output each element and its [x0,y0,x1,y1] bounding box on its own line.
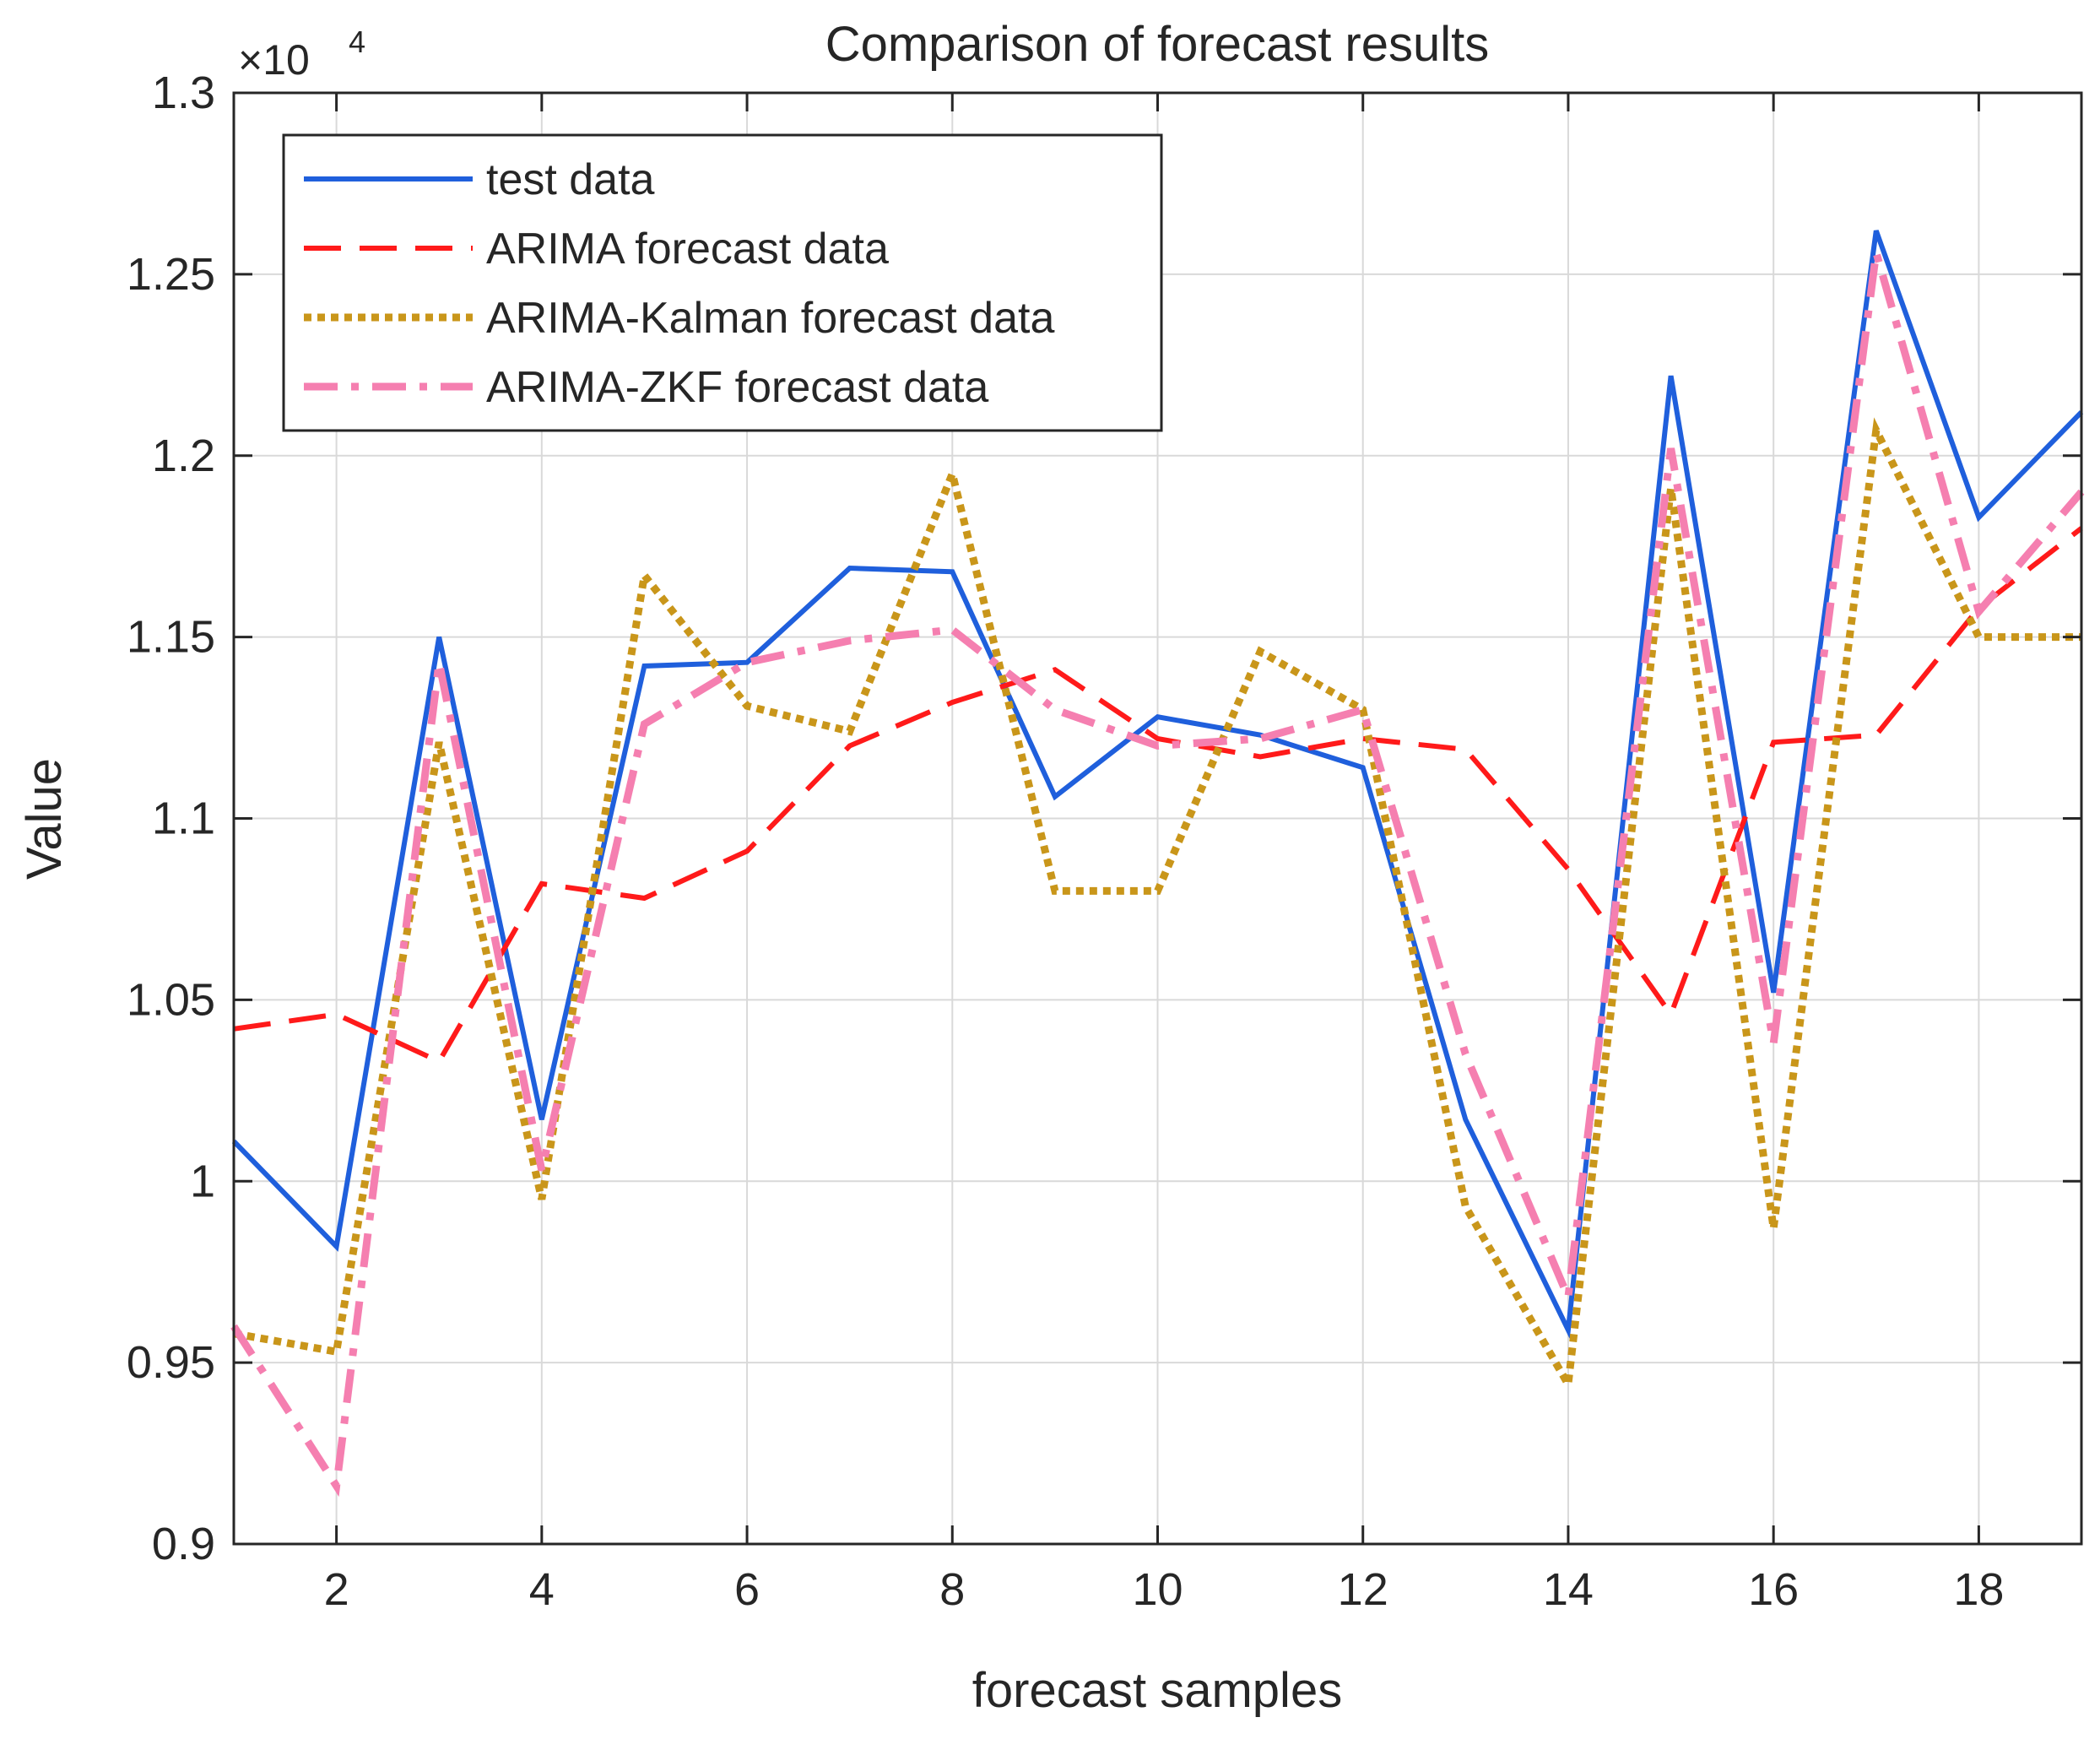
x-tick-label: 2 [324,1564,349,1615]
y-tick-label: 1.1 [152,794,215,844]
x-tick-label: 12 [1338,1564,1388,1615]
x-tick-label: 18 [1953,1564,2004,1615]
x-tick-label: 14 [1543,1564,1594,1615]
tick-labels: 2 4 6 8 10 12 14 16 18 0.9 0.95 1 1.05 1.1 1.15 1.2 1.25… [127,68,2005,1615]
y-tick-label: 1.15 [127,612,215,663]
x-tick-label: 6 [734,1564,760,1615]
legend: test data ARIMA forecast data ARIMA-Kalman… [282,133,1163,432]
y-tick-label: 1.05 [127,974,215,1025]
y-tick-label: 0.9 [152,1519,215,1569]
y-axis-label: Value [17,758,72,880]
x-axis-label: forecast samples [972,1663,1342,1718]
x-tick-label: 10 [1132,1564,1183,1615]
exponent-label: ×10 4 [238,24,365,84]
chart-title: Comparison of forecast results [825,17,1490,72]
series-line-3 [233,417,2081,1396]
exponent-power: 4 [349,24,365,59]
y-tick-label: 1.2 [152,431,215,481]
y-tick-label: 1 [190,1156,215,1206]
legend-label-1: test data [486,155,655,204]
series-line-2 [233,526,2083,1065]
ticks [234,91,2081,1546]
y-tick-label: 1.3 [152,68,215,118]
series-line-4 [230,251,2085,1498]
legend-label-2: ARIMA forecast data [486,225,889,274]
x-tick-label: 4 [529,1564,555,1615]
series-line-1 [231,230,2084,1340]
legend-label-4: ARIMA-ZKF forecast data [486,363,988,412]
y-tick-label: 0.95 [127,1337,215,1388]
exponent-base: ×10 [238,36,310,84]
x-tick-label: 16 [1748,1564,1799,1615]
x-tick-label: 8 [939,1564,965,1615]
legend-label-3: ARIMA-Kalman forecast data [486,294,1054,343]
legend-box [282,133,1163,432]
series-layer [230,230,2085,1498]
y-tick-label: 1.25 [127,249,215,300]
